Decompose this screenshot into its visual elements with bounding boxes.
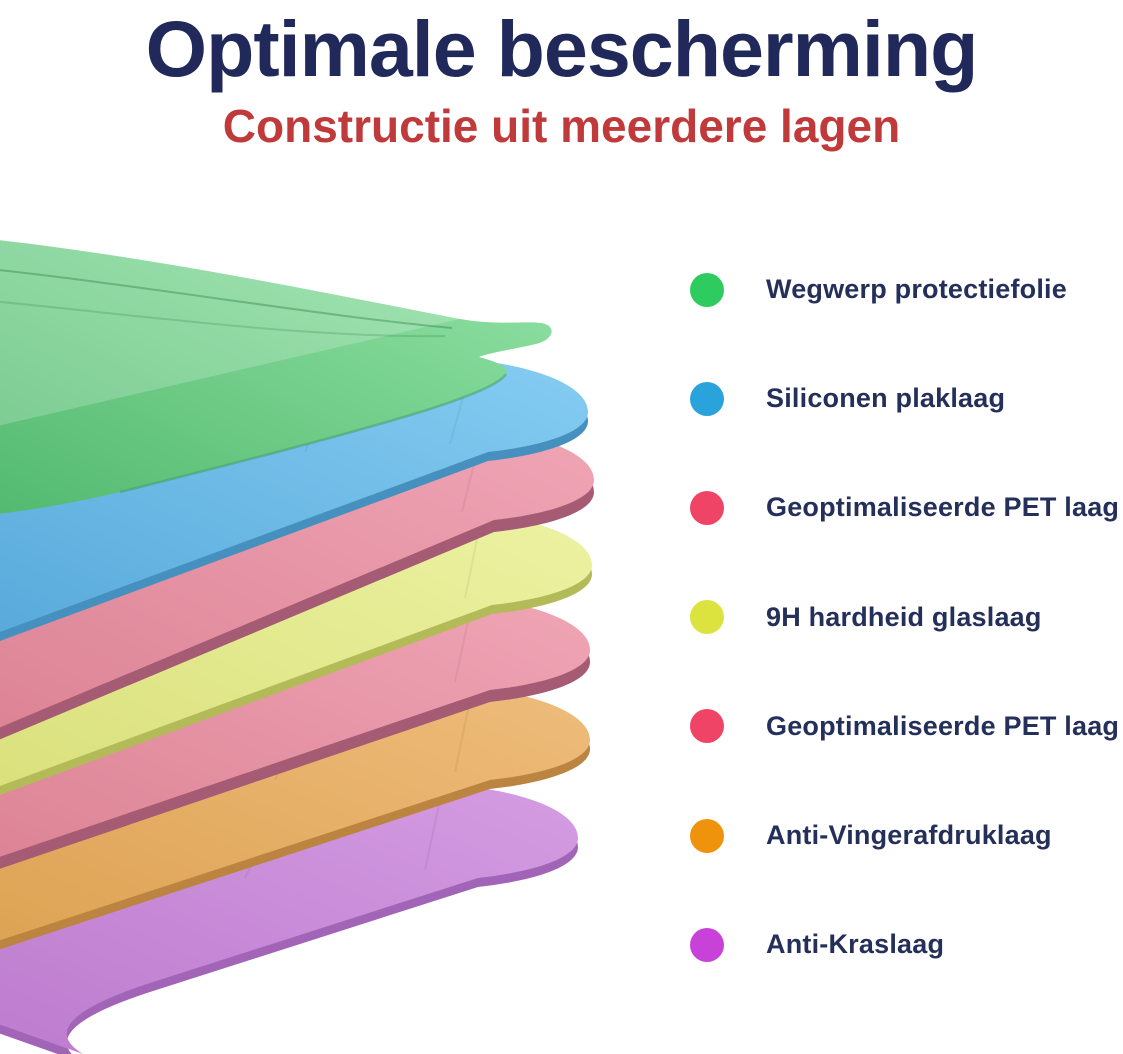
legend-item: Siliconen plaklaag	[690, 344, 1119, 453]
legend-swatch-yellow-icon	[690, 600, 724, 635]
legend-item: Geoptimaliseerde PET laag	[690, 672, 1119, 781]
legend-label: Wegwerp protectiefolie	[766, 274, 1067, 305]
legend-swatch-orange-icon	[690, 818, 724, 853]
legend-swatch-blue-icon	[690, 381, 724, 416]
legend-label: Anti-Vingerafdruklaag	[766, 820, 1052, 851]
page-subtitle: Constructie uit meerdere lagen	[222, 100, 901, 152]
legend-item: 9H hardheid glaslaag	[690, 563, 1119, 672]
legend-swatch-magenta-icon	[690, 927, 724, 962]
legend: Wegwerp protectiefolie Siliconen plaklaa…	[690, 235, 1119, 999]
legend-swatch-green-icon	[690, 272, 724, 307]
legend-item: Anti-Kraslaag	[690, 890, 1119, 999]
page-title: Optimale bescherming	[145, 4, 979, 93]
layer-wegwerp-protectiefolie	[0, 240, 552, 514]
legend-label: 9H hardheid glaslaag	[766, 601, 1042, 632]
legend-label: Geoptimaliseerde PET laag	[766, 492, 1120, 523]
legend-label: Anti-Kraslaag	[766, 929, 945, 960]
legend-item: Wegwerp protectiefolie	[690, 235, 1119, 344]
legend-swatch-pink-icon	[690, 490, 724, 525]
legend-item: Geoptimaliseerde PET laag	[690, 453, 1119, 562]
legend-item: Anti-Vingerafdruklaag	[690, 781, 1119, 890]
legend-label: Siliconen plaklaag	[766, 383, 1006, 414]
legend-label: Geoptimaliseerde PET laag	[766, 710, 1120, 741]
legend-swatch-pink2-icon	[690, 709, 724, 744]
